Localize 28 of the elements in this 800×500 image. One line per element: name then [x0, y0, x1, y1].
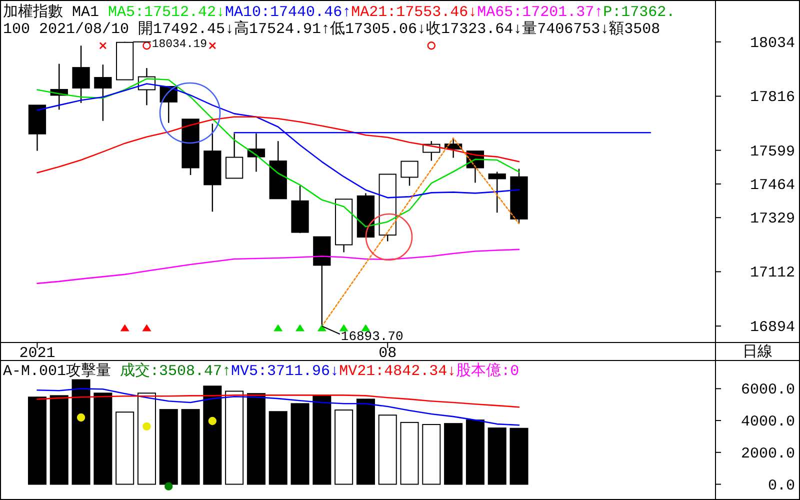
text: 100 2021/08/10 開17492.45↓高17524.91↑低17305.06↓收17323.64↓量7406753↓額3508 — [3, 20, 660, 38]
y-tick-label: 4000.0 — [740, 414, 795, 431]
text: MA21:17553.46↓ — [351, 4, 478, 21]
chart-title: A-M.001攻擊量 — [3, 362, 120, 380]
y-tick-label: 2000.0 — [740, 445, 795, 462]
x-tick-label: 2021 — [19, 345, 56, 362]
annotation: P:17362. — [603, 4, 676, 21]
y-tick-label: 17599 — [750, 143, 795, 160]
text: 日線 — [742, 344, 772, 361]
y-tick-label: 16894 — [750, 319, 795, 336]
series-label: MV5:3711.96↓ — [231, 363, 340, 380]
y-tick-label: 17112 — [750, 264, 795, 282]
y-tick-label: 17329 — [750, 210, 795, 228]
text: MA65:17201.37↑ — [477, 4, 604, 21]
y-tick-label: 17816 — [750, 89, 795, 106]
text: MA5:17512.42↓ — [108, 4, 226, 21]
chart-title: 加權指數 MA1 — [3, 3, 108, 21]
annotation: 股本億:0 — [456, 362, 520, 380]
series-label: 成交:3508.47↑ — [120, 362, 232, 380]
y-tick-label: 17464 — [750, 176, 795, 194]
annotation: 16893.70 — [340, 329, 404, 344]
series-label: MV21:4842.34↓ — [339, 363, 456, 380]
y-tick-label: 6000.0 — [740, 382, 795, 399]
annotation: 18034.19 — [152, 38, 208, 51]
text: MA10:17440.46↑ — [225, 4, 352, 21]
y-tick-label: 18034 — [750, 34, 795, 52]
y-tick-label: 0.0 — [768, 477, 795, 494]
x-tick-label: 08 — [378, 345, 397, 362]
